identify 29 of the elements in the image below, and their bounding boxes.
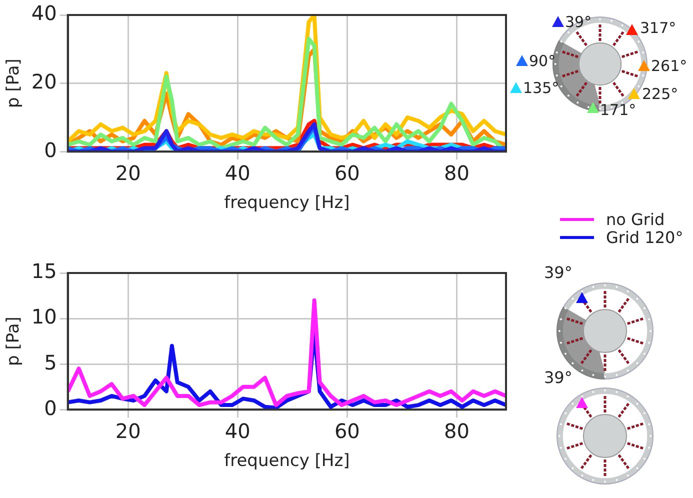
y-tick-label: 20: [31, 70, 57, 94]
x-tick-label: 40: [224, 418, 250, 443]
y-axis-title: p [Pa]: [4, 316, 24, 366]
x-tick-label: 20: [115, 418, 141, 443]
x-tick-label: 60: [334, 418, 360, 443]
legend-label: Grid 120°: [606, 228, 684, 246]
x-tick-label: 80: [444, 418, 470, 443]
x-tick-label: 20: [115, 160, 141, 185]
y-tick-label: 40: [31, 1, 57, 26]
x-axis-title: frequency [Hz]: [224, 451, 350, 472]
text: 39°: [544, 368, 572, 387]
x-tick-label: 40: [224, 160, 250, 185]
x-tick-label: 80: [444, 160, 470, 185]
legend-label: 225°: [642, 85, 678, 103]
y-tick-label: 0: [44, 396, 57, 420]
legend-label: 135°: [523, 79, 560, 97]
legend-label: no Grid: [606, 210, 665, 228]
legend-label: 317°: [640, 19, 676, 37]
x-axis-title: frequency [Hz]: [224, 193, 350, 214]
legend-label: 171°: [600, 101, 636, 119]
y-axis-title: p [Pa]: [4, 58, 24, 108]
legend-label: 39°: [565, 13, 592, 31]
x-tick-label: 60: [334, 160, 360, 185]
y-tick-label: 15: [31, 259, 57, 284]
legend-label: 261°: [651, 57, 688, 75]
y-tick-label: 10: [31, 304, 57, 329]
text: 39°: [544, 263, 572, 282]
y-tick-label: 0: [44, 138, 57, 162]
y-tick-label: 5: [44, 350, 57, 374]
